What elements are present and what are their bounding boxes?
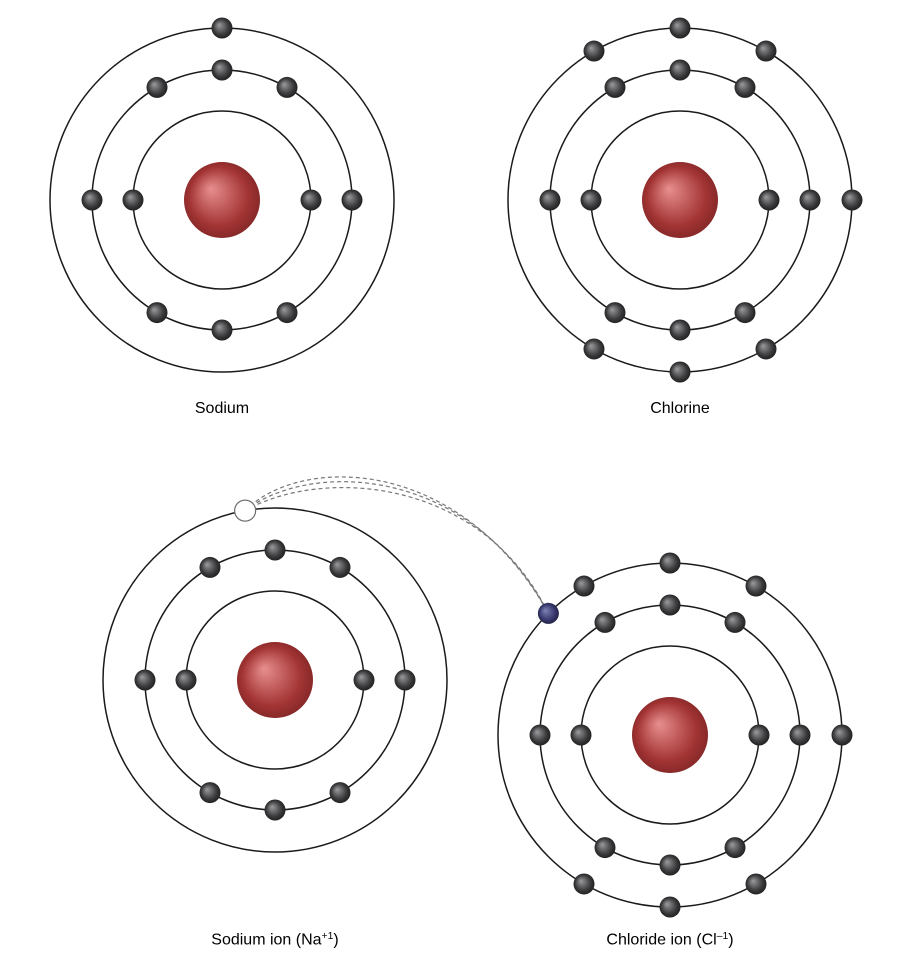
electron (790, 725, 811, 746)
nucleus (642, 162, 718, 238)
electron (571, 725, 592, 746)
electron (200, 782, 221, 803)
electron (277, 77, 298, 98)
electron (574, 873, 595, 894)
electron (670, 60, 691, 81)
atom-sodium (50, 18, 394, 373)
electron (200, 557, 221, 578)
electron (746, 873, 767, 894)
electron (212, 18, 233, 39)
nucleus (632, 697, 708, 773)
diagram-canvas: Sodium Chlorine Sodium ion (Na+1) Chloride … (0, 0, 914, 964)
electron (725, 612, 746, 633)
diagram-svg (0, 0, 914, 964)
electron (330, 782, 351, 803)
electron (756, 41, 777, 62)
electron (800, 190, 821, 211)
electron (342, 190, 363, 211)
electron-vacancy (235, 500, 256, 521)
electron (749, 725, 770, 746)
electron (660, 553, 681, 574)
electron (301, 190, 322, 211)
electron (540, 190, 561, 211)
electron (82, 190, 103, 211)
electron (265, 540, 286, 561)
electron (584, 338, 605, 359)
electron (670, 362, 691, 383)
electron (212, 60, 233, 81)
electron (660, 897, 681, 918)
electron (746, 576, 767, 597)
atom-chloride-ion (498, 553, 853, 918)
electron-transfer-arrow (245, 482, 548, 614)
electron (212, 320, 233, 341)
electron (123, 190, 144, 211)
electron (605, 77, 626, 98)
electron (530, 725, 551, 746)
electron (735, 302, 756, 323)
atom-label-chlorine: Chlorine (650, 400, 710, 418)
electron (147, 77, 168, 98)
atom-label-chloride-ion: Chloride ion (Cl–1) (606, 930, 733, 949)
electron-transferred (538, 603, 559, 624)
atom-label-sodium: Sodium (195, 400, 249, 418)
electron (595, 612, 616, 633)
atom-chlorine (508, 18, 863, 383)
electron (660, 855, 681, 876)
electron (277, 302, 298, 323)
electron (832, 725, 853, 746)
electron (670, 320, 691, 341)
electron (574, 576, 595, 597)
electron (660, 595, 681, 616)
electron (670, 18, 691, 39)
nucleus (184, 162, 260, 238)
electron (147, 302, 168, 323)
atom-sodium-ion (103, 500, 447, 852)
electron (725, 837, 746, 858)
electron (605, 302, 626, 323)
electron (265, 800, 286, 821)
electron (135, 670, 156, 691)
electron (735, 77, 756, 98)
electron (595, 837, 616, 858)
electron (756, 338, 777, 359)
electron (330, 557, 351, 578)
electron (354, 670, 375, 691)
electron (584, 41, 605, 62)
electron (759, 190, 780, 211)
nucleus (237, 642, 313, 718)
electron (842, 190, 863, 211)
electron (395, 670, 416, 691)
electron (176, 670, 197, 691)
atom-label-sodium-ion: Sodium ion (Na+1) (211, 930, 338, 949)
electron (581, 190, 602, 211)
